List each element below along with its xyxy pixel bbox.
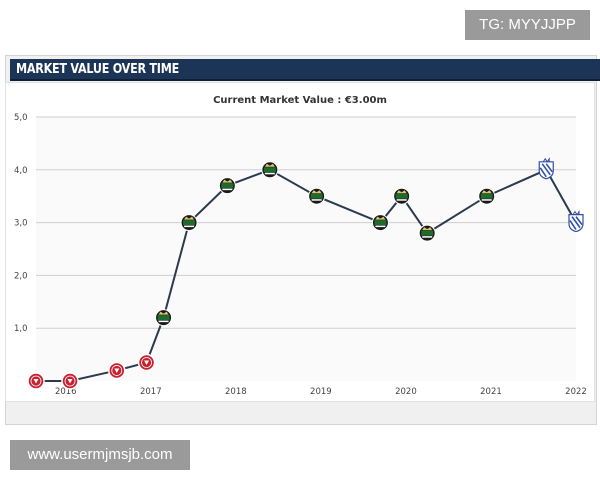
panel-header: MARKET VALUE OVER TIME	[10, 59, 600, 81]
y-axis-ticks: 5,0 4,0 3,0 2,0 1,0	[14, 113, 28, 334]
green-crest-icon[interactable]	[218, 177, 236, 195]
watermark-top: TG: MYYJJPP	[465, 10, 590, 40]
x-tick-label: 2021	[480, 387, 502, 397]
green-crest-icon[interactable]	[418, 224, 436, 242]
green-crest-icon[interactable]	[308, 187, 326, 205]
x-tick-label: 2017	[140, 387, 162, 397]
green-crest-icon[interactable]	[180, 214, 198, 232]
grid-lines	[36, 116, 576, 381]
panel-title: MARKET VALUE OVER TIME	[16, 62, 179, 77]
x-axis-ticks: 2016 2017 2018 2019 2020 2021 2022	[55, 387, 587, 397]
red-crest-icon[interactable]	[137, 353, 156, 372]
chart-area: Current Market Value : €3.00m 5,0 4,0 3,0 2…	[5, 82, 595, 402]
data-points	[27, 157, 584, 390]
green-crest-icon[interactable]	[371, 214, 389, 232]
y-tick-label: 4,0	[14, 166, 28, 176]
y-tick-label: 3,0	[14, 219, 28, 229]
green-crest-icon[interactable]	[478, 187, 496, 205]
y-tick-label: 2,0	[14, 271, 28, 281]
plot-background	[36, 117, 576, 381]
blue-crest-icon[interactable]	[568, 209, 584, 233]
market-value-chart: Current Market Value : €3.00m 5,0 4,0 3,0 2…	[14, 95, 587, 397]
green-crest-icon[interactable]	[155, 309, 173, 327]
x-tick-label: 2020	[395, 387, 417, 397]
x-tick-label: 2019	[310, 387, 332, 397]
green-crest-icon[interactable]	[261, 161, 279, 179]
y-tick-label: 5,0	[14, 113, 28, 123]
red-crest-icon[interactable]	[108, 361, 126, 380]
y-tick-label: 1,0	[14, 324, 28, 334]
red-crest-icon[interactable]	[27, 372, 45, 390]
x-tick-label: 2018	[225, 387, 247, 397]
red-crest-icon[interactable]	[61, 372, 79, 390]
chart-title: Current Market Value : €3.00m	[213, 95, 387, 106]
x-tick-label: 2016	[55, 387, 77, 397]
green-crest-icon[interactable]	[393, 187, 411, 205]
x-tick-label: 2022	[565, 387, 587, 397]
watermark-bottom: www.usermjmsjb.com	[10, 440, 190, 470]
blue-crest-icon[interactable]	[538, 157, 554, 180]
